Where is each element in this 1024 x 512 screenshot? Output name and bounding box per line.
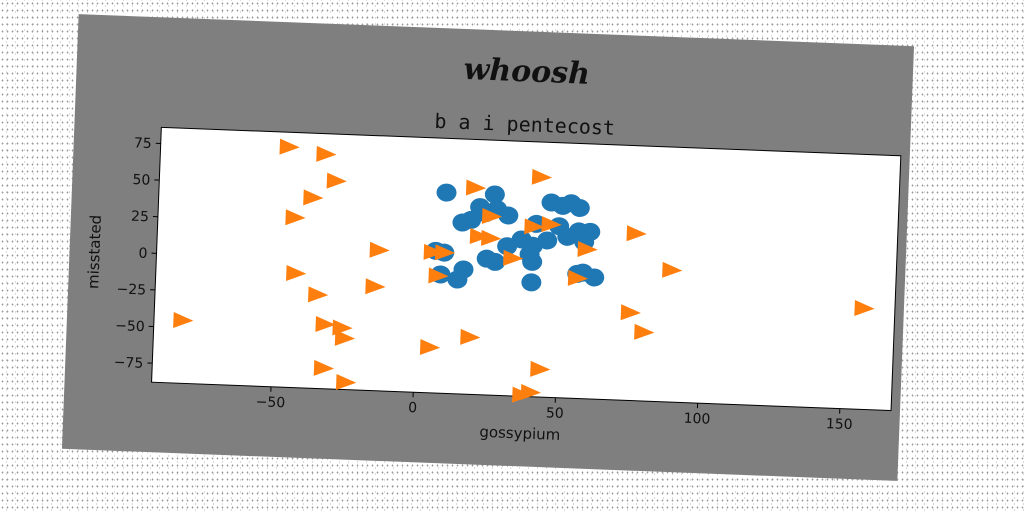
x-tick-label: 150 bbox=[826, 416, 853, 433]
y-tick-label: 75 bbox=[134, 135, 152, 152]
data-point-circle bbox=[484, 185, 505, 204]
data-point-triangle bbox=[531, 168, 553, 185]
x-tick-label: 100 bbox=[683, 411, 710, 428]
data-point-triangle bbox=[524, 218, 545, 235]
data-point-triangle bbox=[481, 207, 503, 224]
y-tick-label: −25 bbox=[116, 281, 146, 298]
data-point-triangle bbox=[854, 300, 875, 316]
data-point-triangle bbox=[428, 267, 449, 284]
data-point-triangle bbox=[481, 229, 502, 246]
data-point-circle bbox=[436, 183, 457, 202]
data-point-triangle bbox=[307, 286, 329, 303]
data-point-triangle bbox=[335, 373, 357, 390]
data-point-triangle bbox=[634, 323, 655, 340]
data-point-triangle bbox=[434, 244, 456, 261]
data-point-circle bbox=[557, 227, 578, 246]
y-tick-label: 0 bbox=[138, 246, 148, 262]
y-tick-label: −75 bbox=[113, 355, 143, 372]
data-point-circle bbox=[447, 270, 468, 289]
x-tick-label: 50 bbox=[546, 405, 564, 422]
data-point-triangle bbox=[577, 240, 598, 257]
data-point-triangle bbox=[620, 304, 641, 321]
data-point-circle bbox=[497, 237, 518, 256]
data-point-circle bbox=[521, 273, 542, 292]
data-point-triangle bbox=[369, 241, 390, 258]
data-point-triangle bbox=[460, 328, 481, 345]
y-tick-label: 25 bbox=[131, 209, 149, 226]
y-tick-label: 50 bbox=[132, 172, 150, 189]
data-point-triangle bbox=[313, 359, 334, 376]
data-point-triangle bbox=[567, 269, 589, 286]
data-point-triangle bbox=[662, 261, 683, 278]
data-point-triangle bbox=[465, 179, 487, 196]
data-point-triangle bbox=[303, 189, 324, 206]
data-point-triangle bbox=[423, 243, 444, 260]
data-point-triangle bbox=[419, 339, 441, 356]
data-markers bbox=[173, 138, 875, 403]
data-point-triangle bbox=[520, 383, 541, 400]
data-point-triangle bbox=[469, 228, 491, 245]
chart-suptitle: whoosh bbox=[463, 52, 591, 92]
data-point-circle bbox=[552, 196, 573, 215]
axis-ticks: −50 0 50 100 150 75 50 25 0 −25 −50 −75 bbox=[113, 135, 853, 433]
data-point-triangle bbox=[173, 311, 194, 328]
data-point-triangle bbox=[503, 249, 524, 266]
data-point-triangle bbox=[541, 216, 562, 233]
data-point-triangle bbox=[285, 209, 306, 226]
data-point-triangle bbox=[334, 329, 356, 346]
x-tick-label: −50 bbox=[255, 394, 285, 411]
data-point-triangle bbox=[365, 278, 386, 295]
x-tick-label: 0 bbox=[408, 400, 418, 416]
data-point-circle bbox=[522, 252, 543, 271]
data-point-circle bbox=[452, 213, 473, 232]
data-point-circle bbox=[569, 198, 590, 217]
y-axis-label: misstated bbox=[84, 215, 105, 290]
data-point-triangle bbox=[326, 172, 347, 189]
data-point-circle bbox=[485, 252, 506, 271]
data-point-circle bbox=[498, 206, 519, 225]
y-tick-label: −50 bbox=[115, 318, 145, 335]
data-point-circle bbox=[584, 268, 605, 287]
data-point-triangle bbox=[286, 264, 307, 281]
data-point-triangle bbox=[279, 138, 300, 155]
data-point-triangle bbox=[530, 360, 551, 377]
x-axis-label: gossypium bbox=[479, 423, 561, 444]
data-point-triangle bbox=[315, 315, 336, 332]
data-point-triangle bbox=[626, 225, 647, 242]
data-point-triangle bbox=[316, 145, 337, 162]
